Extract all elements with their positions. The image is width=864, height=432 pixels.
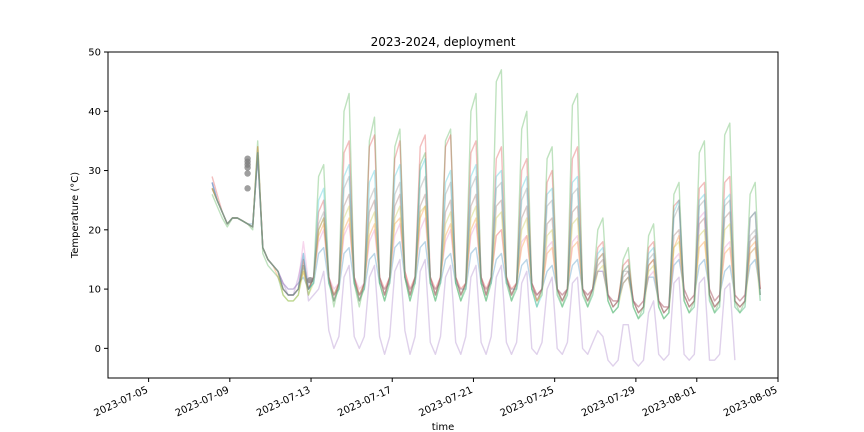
x-tick-label: 2023-07-29 [580, 385, 637, 420]
x-tick-label: 2023-07-09 [174, 385, 231, 420]
plot-area [211, 69, 761, 367]
series-line-0 [211, 157, 761, 308]
axes-frame [107, 51, 779, 379]
series-line-3 [211, 134, 761, 314]
chart-title: 2023-2024, deployment [371, 35, 516, 49]
data-marker [306, 277, 314, 284]
x-tick-label: 2023-08-01 [641, 385, 698, 420]
x-tick-label: 2023-07-21 [417, 385, 474, 420]
y-tick-label: 20 [88, 225, 101, 236]
x-axis: 2023-07-05 2023-07-09 2023-07-13 2023-07-17… [93, 378, 779, 420]
series-line-7 [211, 152, 761, 314]
data-marker [244, 155, 251, 162]
series-line-9 [211, 152, 761, 320]
series-line-4 [211, 152, 736, 367]
x-tick-label: 2023-07-05 [93, 385, 150, 420]
y-axis: 0 10 20 30 40 50 [88, 48, 108, 355]
x-tick-label: 2023-08-05 [722, 385, 779, 420]
x-tick-label: 2023-07-25 [499, 385, 556, 420]
data-marker [244, 185, 251, 192]
y-tick-label: 10 [88, 285, 101, 296]
series-line-5 [211, 152, 761, 314]
series-line-6 [211, 152, 761, 308]
x-axis-label: time [432, 422, 455, 432]
y-tick-label: 40 [88, 107, 101, 118]
data-marker [244, 170, 251, 177]
x-tick-label: 2023-07-13 [255, 385, 312, 420]
y-tick-label: 50 [88, 48, 101, 59]
y-axis-label: Temperature (°C) [70, 172, 81, 259]
y-tick-label: 30 [88, 166, 101, 177]
series-line-8 [211, 146, 761, 320]
series-line-2 [211, 69, 761, 320]
y-tick-label: 0 [95, 344, 101, 355]
series-line-1 [211, 152, 761, 308]
x-tick-label: 2023-07-17 [336, 385, 393, 420]
